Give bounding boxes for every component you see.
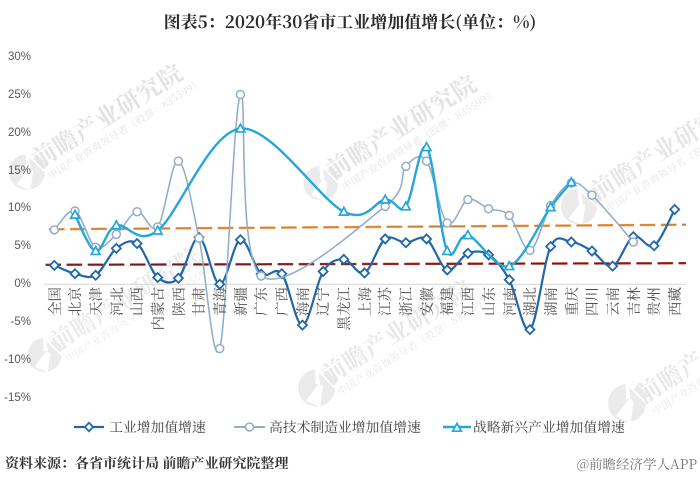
svg-text:前瞻产业研究院: 前瞻产业研究院 xyxy=(318,65,483,186)
svg-text:前瞻产业研究院: 前瞻产业研究院 xyxy=(24,54,189,175)
